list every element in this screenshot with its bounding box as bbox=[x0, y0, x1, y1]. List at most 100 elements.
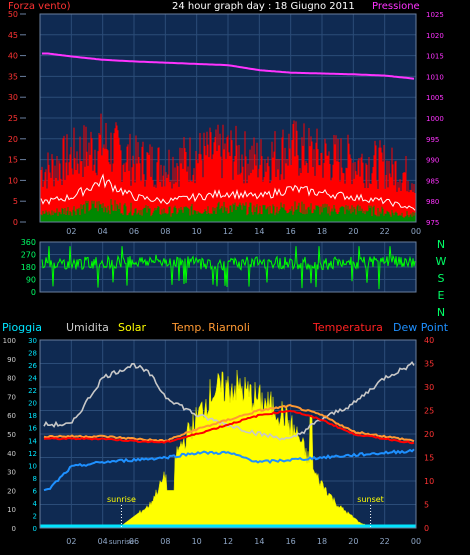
wind-tick-label: 20 bbox=[8, 135, 18, 144]
direction-line bbox=[41, 246, 416, 290]
rain-tick-label: 18 bbox=[28, 412, 37, 420]
x-tick-label: 10 bbox=[192, 537, 202, 546]
wind-average-line bbox=[40, 173, 416, 211]
legend-solar: Solar bbox=[118, 321, 147, 334]
x-tick-label: 18 bbox=[317, 227, 327, 236]
humidity-line bbox=[43, 360, 415, 441]
x-tick-label: 20 bbox=[348, 227, 358, 236]
wind-tick-label: 5 bbox=[13, 197, 18, 206]
x-tick-label: 14 bbox=[254, 227, 264, 236]
x-tick-label: 00 bbox=[411, 537, 421, 546]
rain-tick-label: 0 bbox=[33, 525, 37, 533]
rain-tick-label: 24 bbox=[28, 375, 37, 383]
compass-label: W bbox=[436, 255, 447, 268]
x-tick-label: 22 bbox=[380, 537, 390, 546]
pressure-tick-label: 1000 bbox=[426, 115, 444, 123]
x-tick-label: 02 bbox=[66, 537, 76, 546]
rain-tick-label: 22 bbox=[28, 387, 37, 395]
rain-tick-label: 16 bbox=[28, 425, 37, 433]
legend-umidita: Umidita bbox=[66, 321, 109, 334]
pressure-tick-label: 990 bbox=[426, 157, 439, 165]
temperature-tick-label: 10 bbox=[424, 477, 434, 486]
pressure-tick-label: 1015 bbox=[426, 53, 444, 61]
pressure-tick-label: 1025 bbox=[426, 11, 444, 19]
humidity-tick-label: 60 bbox=[7, 412, 16, 420]
sunrise-label: sunrise bbox=[107, 495, 136, 504]
x-tick-label: 12 bbox=[223, 227, 233, 236]
x-tick-label: 02 bbox=[66, 227, 76, 236]
humidity-tick-label: 30 bbox=[7, 469, 16, 477]
sunrise-axis-label: sunrise bbox=[109, 538, 134, 546]
wind-axis-title: Forza vento) bbox=[8, 1, 71, 12]
wind-tick-label: 0 bbox=[13, 218, 18, 227]
pressure-tick-label: 1005 bbox=[426, 94, 444, 102]
direction-tick-label: 360 bbox=[21, 238, 36, 247]
x-tick-label: 16 bbox=[286, 227, 296, 236]
direction-plot-border bbox=[39, 241, 417, 293]
x-tick-label: 20 bbox=[348, 537, 358, 546]
direction-tick-label: 0 bbox=[31, 288, 36, 297]
rain-tick-label: 8 bbox=[33, 475, 37, 483]
humidity-tick-label: 90 bbox=[7, 356, 16, 364]
x-tick-label: 18 bbox=[317, 537, 327, 546]
legend-riarnoli: Temp. Riarnoli bbox=[172, 321, 250, 334]
humidity-tick-label: 70 bbox=[7, 393, 16, 401]
wind-tick-label: 15 bbox=[8, 156, 18, 165]
x-tick-label: 08 bbox=[160, 537, 170, 546]
temperature-tick-label: 5 bbox=[424, 501, 429, 510]
legend-pioggia: Pioggia bbox=[2, 321, 42, 334]
x-tick-label: 14 bbox=[254, 537, 264, 546]
x-tick-label: 08 bbox=[160, 227, 170, 236]
compass-label: N bbox=[437, 238, 445, 251]
wind-tick-label: 40 bbox=[8, 52, 18, 61]
compass-label: E bbox=[438, 289, 445, 302]
temperature-tick-label: 15 bbox=[424, 454, 434, 463]
rain-tick-label: 14 bbox=[28, 437, 37, 445]
wind-tick-label: 25 bbox=[8, 114, 18, 123]
direction-tick-label: 270 bbox=[21, 251, 36, 260]
x-tick-label: 00 bbox=[411, 227, 421, 236]
humidity-tick-label: 0 bbox=[12, 525, 16, 533]
temperature-line bbox=[43, 409, 415, 445]
x-tick-label: 12 bbox=[223, 537, 233, 546]
rain-tick-label: 30 bbox=[28, 337, 37, 345]
compass-label: N bbox=[437, 306, 445, 319]
sunset-label: sunset bbox=[357, 495, 384, 504]
legend-dewpoint: Dew Point bbox=[393, 321, 449, 334]
rain-tick-label: 4 bbox=[33, 500, 38, 508]
wind-plot-border bbox=[39, 13, 417, 223]
pressure-tick-label: 975 bbox=[426, 219, 439, 227]
humidity-tick-label: 20 bbox=[7, 487, 16, 495]
humidity-tick-label: 40 bbox=[7, 450, 16, 458]
temperature-tick-label: 35 bbox=[424, 360, 434, 369]
pressure-tick-label: 985 bbox=[426, 177, 439, 185]
compass-label: S bbox=[438, 272, 445, 285]
temperature-tick-label: 0 bbox=[424, 524, 429, 533]
direction-tick-label: 180 bbox=[21, 263, 36, 272]
wind-tick-label: 10 bbox=[8, 176, 18, 185]
dewpoint-line bbox=[43, 448, 415, 492]
wind-tick-label: 45 bbox=[8, 31, 18, 40]
temperature-tick-label: 30 bbox=[424, 383, 434, 392]
rain-tick-label: 26 bbox=[28, 362, 37, 370]
pressure-tick-label: 995 bbox=[426, 136, 439, 144]
rain-tick-label: 2 bbox=[33, 512, 37, 520]
pressure-tick-label: 1010 bbox=[426, 73, 444, 81]
rain-tick-label: 20 bbox=[28, 400, 37, 408]
temperature-plot-border bbox=[39, 339, 417, 529]
rain-tick-label: 10 bbox=[28, 462, 37, 470]
riarnoli-temp-line bbox=[43, 403, 415, 443]
x-tick-label: 16 bbox=[286, 537, 296, 546]
pressure-tick-label: 980 bbox=[426, 198, 439, 206]
x-tick-label: 10 bbox=[192, 227, 202, 236]
direction-tick-label: 90 bbox=[26, 276, 36, 285]
chart-title: 24 hour graph day : 18 Giugno 2011 bbox=[172, 1, 355, 12]
humidity-tick-label: 50 bbox=[7, 431, 16, 439]
wind-tick-label: 50 bbox=[8, 10, 18, 19]
legend-temperatura: Temperatura bbox=[313, 321, 383, 334]
pressure-line bbox=[42, 52, 415, 80]
x-tick-label: 06 bbox=[129, 537, 139, 546]
pressure-tick-label: 1020 bbox=[426, 32, 444, 40]
